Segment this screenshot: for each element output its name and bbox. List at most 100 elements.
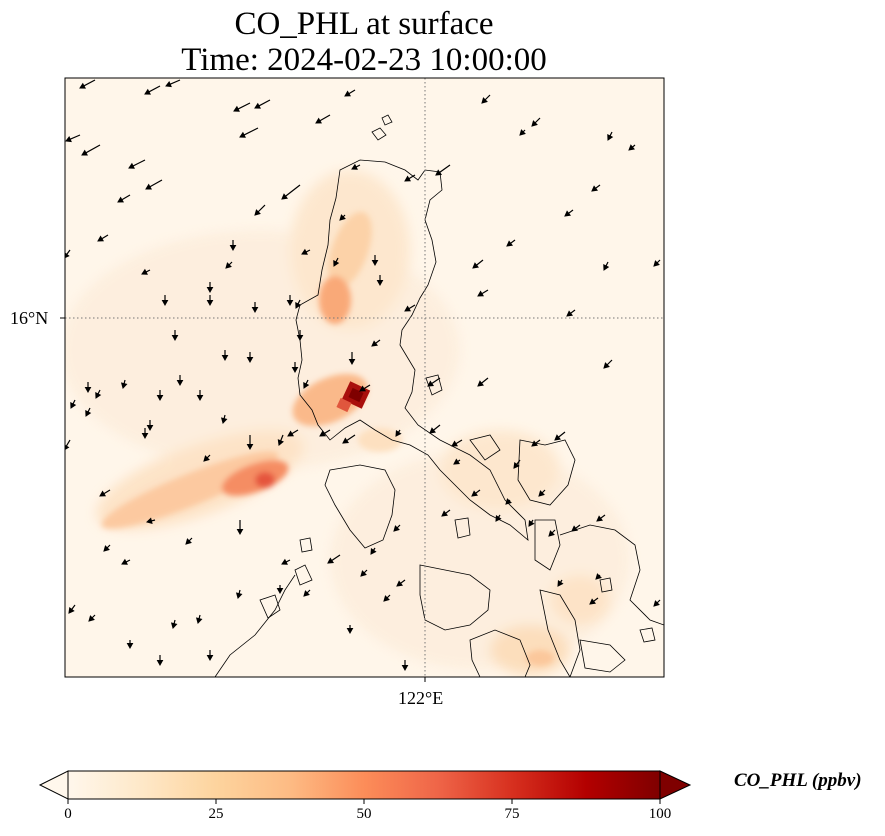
map-frame (64, 77, 665, 678)
wind-vector-head (287, 430, 295, 437)
wind-vector-head (229, 245, 237, 252)
wind-vector-shaft (131, 159, 146, 168)
wind-vector-head (120, 382, 128, 389)
colorbar-tick-75: 75 (504, 806, 520, 822)
wind-vector-head (348, 359, 356, 366)
wind-vector-shaft (242, 127, 259, 137)
wind-vector-head (531, 440, 539, 447)
wind-vector-head (401, 665, 409, 672)
wind-vector-head (427, 380, 435, 387)
wind-vector-head (291, 367, 299, 374)
wind-vector-head (429, 427, 436, 434)
colorbar-extend-min (38, 770, 69, 800)
wind-vector-head (513, 461, 520, 469)
wind-vector-head (145, 183, 153, 190)
map-title-line2: Time: 2024-02-23 10:00:00 (181, 42, 547, 78)
wind-vector-head (557, 579, 564, 587)
wind-vector-head (239, 131, 246, 138)
colorbar-label: CO_PHL (ppbv) (734, 770, 862, 791)
wind-vector-head (85, 410, 92, 417)
wind-vector-head (596, 515, 604, 522)
wind-vector-head (65, 135, 72, 143)
wind-vector-shaft (438, 164, 451, 174)
wind-vector-head (170, 622, 178, 629)
wind-vector-head (146, 517, 153, 525)
wind-vector-head (319, 430, 327, 437)
colorbar-tick-50: 50 (356, 806, 372, 822)
wind-vector-head (235, 592, 243, 599)
wind-vector-head (195, 617, 203, 624)
wind-vector-head (206, 655, 214, 662)
wind-vector-head (360, 570, 367, 577)
wind-vector-head (603, 362, 610, 369)
colorbar-extend-max (659, 770, 692, 800)
wind-vector-head (303, 382, 310, 389)
wind-vector-head (404, 175, 412, 182)
wind-vector-head (315, 117, 323, 124)
wind-vector-head (441, 510, 449, 517)
wind-vector-shaft (168, 79, 181, 86)
wind-vector-head (495, 514, 502, 522)
wind-vector-shaft (148, 179, 163, 189)
wind-vector-head (185, 538, 192, 545)
wind-vector-head (97, 235, 105, 242)
map-title-line1: CO_PHL at surface (234, 6, 494, 42)
wind-vector-head (371, 260, 379, 267)
wind-vector-head (254, 209, 261, 216)
wind-vector-head (225, 262, 232, 269)
wind-vector-head (589, 598, 597, 605)
lon-tick-label: 122°E (398, 688, 444, 708)
wind-vector-head (327, 557, 335, 564)
wind-vector-head (554, 434, 561, 441)
wind-vector-head (531, 120, 538, 127)
wind-vector-head (276, 588, 284, 595)
wind-vector-head (203, 455, 210, 462)
wind-vector-head (591, 185, 599, 192)
wind-vector-head (70, 402, 77, 409)
wind-vector-head (206, 287, 214, 294)
wind-vector-head (233, 105, 240, 112)
wind-vector-head (95, 392, 102, 399)
wind-vector-head (295, 302, 302, 309)
wind-vector-head (128, 162, 135, 169)
wind-vector-head (376, 280, 384, 287)
wind-vector-head (333, 260, 340, 267)
wind-vector-head (281, 193, 289, 200)
wind-vector-head (165, 80, 172, 88)
wind-vector-head (528, 519, 535, 527)
wind-vector-head (79, 82, 86, 89)
wind-vector-head (206, 300, 214, 307)
wind-vector-head (286, 300, 294, 307)
wind-vector-head (505, 498, 512, 505)
wind-vector-head (471, 490, 479, 497)
wind-vector-head (126, 643, 134, 650)
wind-vector-head (472, 262, 479, 269)
wind-vector-head (371, 340, 379, 347)
colorbar-tick-100: 100 (648, 806, 672, 822)
wind-vector-head (254, 102, 261, 109)
wind-vector-head (103, 545, 110, 552)
wind-vector-head (351, 163, 358, 170)
wind-vector-head (477, 290, 485, 297)
wind-vector-head (339, 214, 346, 221)
wind-vector-head (68, 606, 75, 614)
wind-vector-head (81, 149, 88, 156)
wind-vector-head (99, 490, 107, 497)
wind-vector-head (519, 129, 526, 136)
wind-vector-head (342, 437, 350, 444)
wind-vector-head (628, 144, 635, 151)
wind-vector-head (281, 558, 288, 565)
wind-vector-head (221, 355, 229, 362)
wind-vector-head (653, 260, 660, 267)
colorbar-gradient (68, 771, 660, 799)
wind-vector-head (603, 264, 610, 271)
wind-vector-head (251, 307, 259, 314)
colorbar (38, 770, 692, 804)
wind-vector-head (141, 433, 149, 440)
wind-vector-head (65, 252, 70, 259)
wind-vector-shaft (283, 184, 301, 198)
wind-vector-head (117, 196, 125, 203)
wind-vector-head (435, 169, 443, 176)
wind-vector-head (453, 458, 461, 465)
